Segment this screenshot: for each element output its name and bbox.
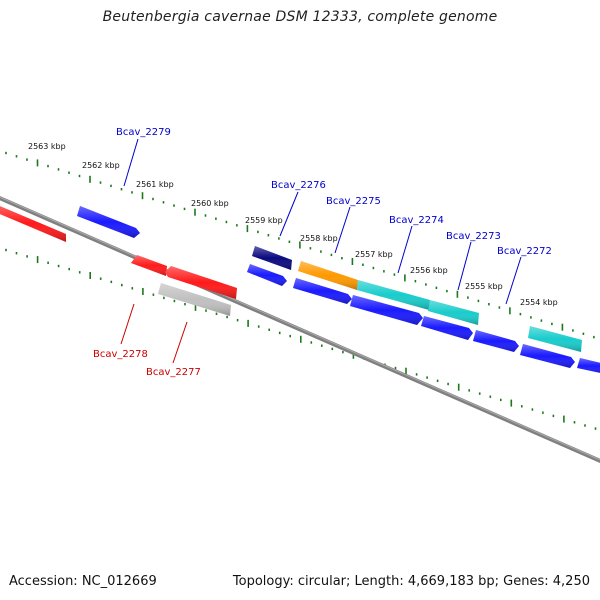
scale-label: 2555 kbp <box>465 282 503 291</box>
gene-label-bcav-2275: Bcav_2275 <box>326 196 381 207</box>
scale-label: 2557 kbp <box>355 250 393 259</box>
callout-line-bcav-2278 <box>120 303 135 345</box>
callout-line-bcav-2274 <box>397 225 413 274</box>
genome-summary-text: Topology: circular; Length: 4,669,183 bp… <box>232 574 590 589</box>
gene-label-bcav-2279: Bcav_2279 <box>116 127 171 138</box>
genome-backbone-highlight <box>0 196 600 461</box>
genome-backbone <box>0 196 600 463</box>
scale-label: 2561 kbp <box>136 180 174 189</box>
accession-text: Accession: NC_012669 <box>9 574 157 589</box>
scale-label: 2556 kbp <box>410 266 448 275</box>
callout-line-bcav-2276 <box>279 191 299 237</box>
gene-label-bcav-2276: Bcav_2276 <box>271 180 326 191</box>
scale-label: 2562 kbp <box>82 161 120 170</box>
scale-label: 2559 kbp <box>245 216 283 225</box>
callout-line-bcav-2273 <box>457 241 472 291</box>
scale-label: 2554 kbp <box>520 298 558 307</box>
gene-label-bcav-2278: Bcav_2278 <box>93 349 148 360</box>
scale-ticks-outer <box>5 151 595 339</box>
gene-label-bcav-2274: Bcav_2274 <box>389 215 444 226</box>
callout-line-bcav-2272 <box>505 256 522 305</box>
gene-label-bcav-2273: Bcav_2273 <box>446 231 501 242</box>
scale-label: 2560 kbp <box>191 199 229 208</box>
callout-line-bcav-2277 <box>172 321 188 364</box>
callout-line-bcav-2275 <box>334 206 351 254</box>
scale-label: 2558 kbp <box>300 234 338 243</box>
genome-title: Beutenbergia cavernae DSM 12333, complet… <box>102 9 498 25</box>
gene-label-bcav-2272: Bcav_2272 <box>497 246 552 257</box>
scale-label: 2563 kbp <box>28 142 66 151</box>
gene-label-bcav-2277: Bcav_2277 <box>146 367 201 378</box>
callout-line-bcav-2279 <box>123 138 139 187</box>
